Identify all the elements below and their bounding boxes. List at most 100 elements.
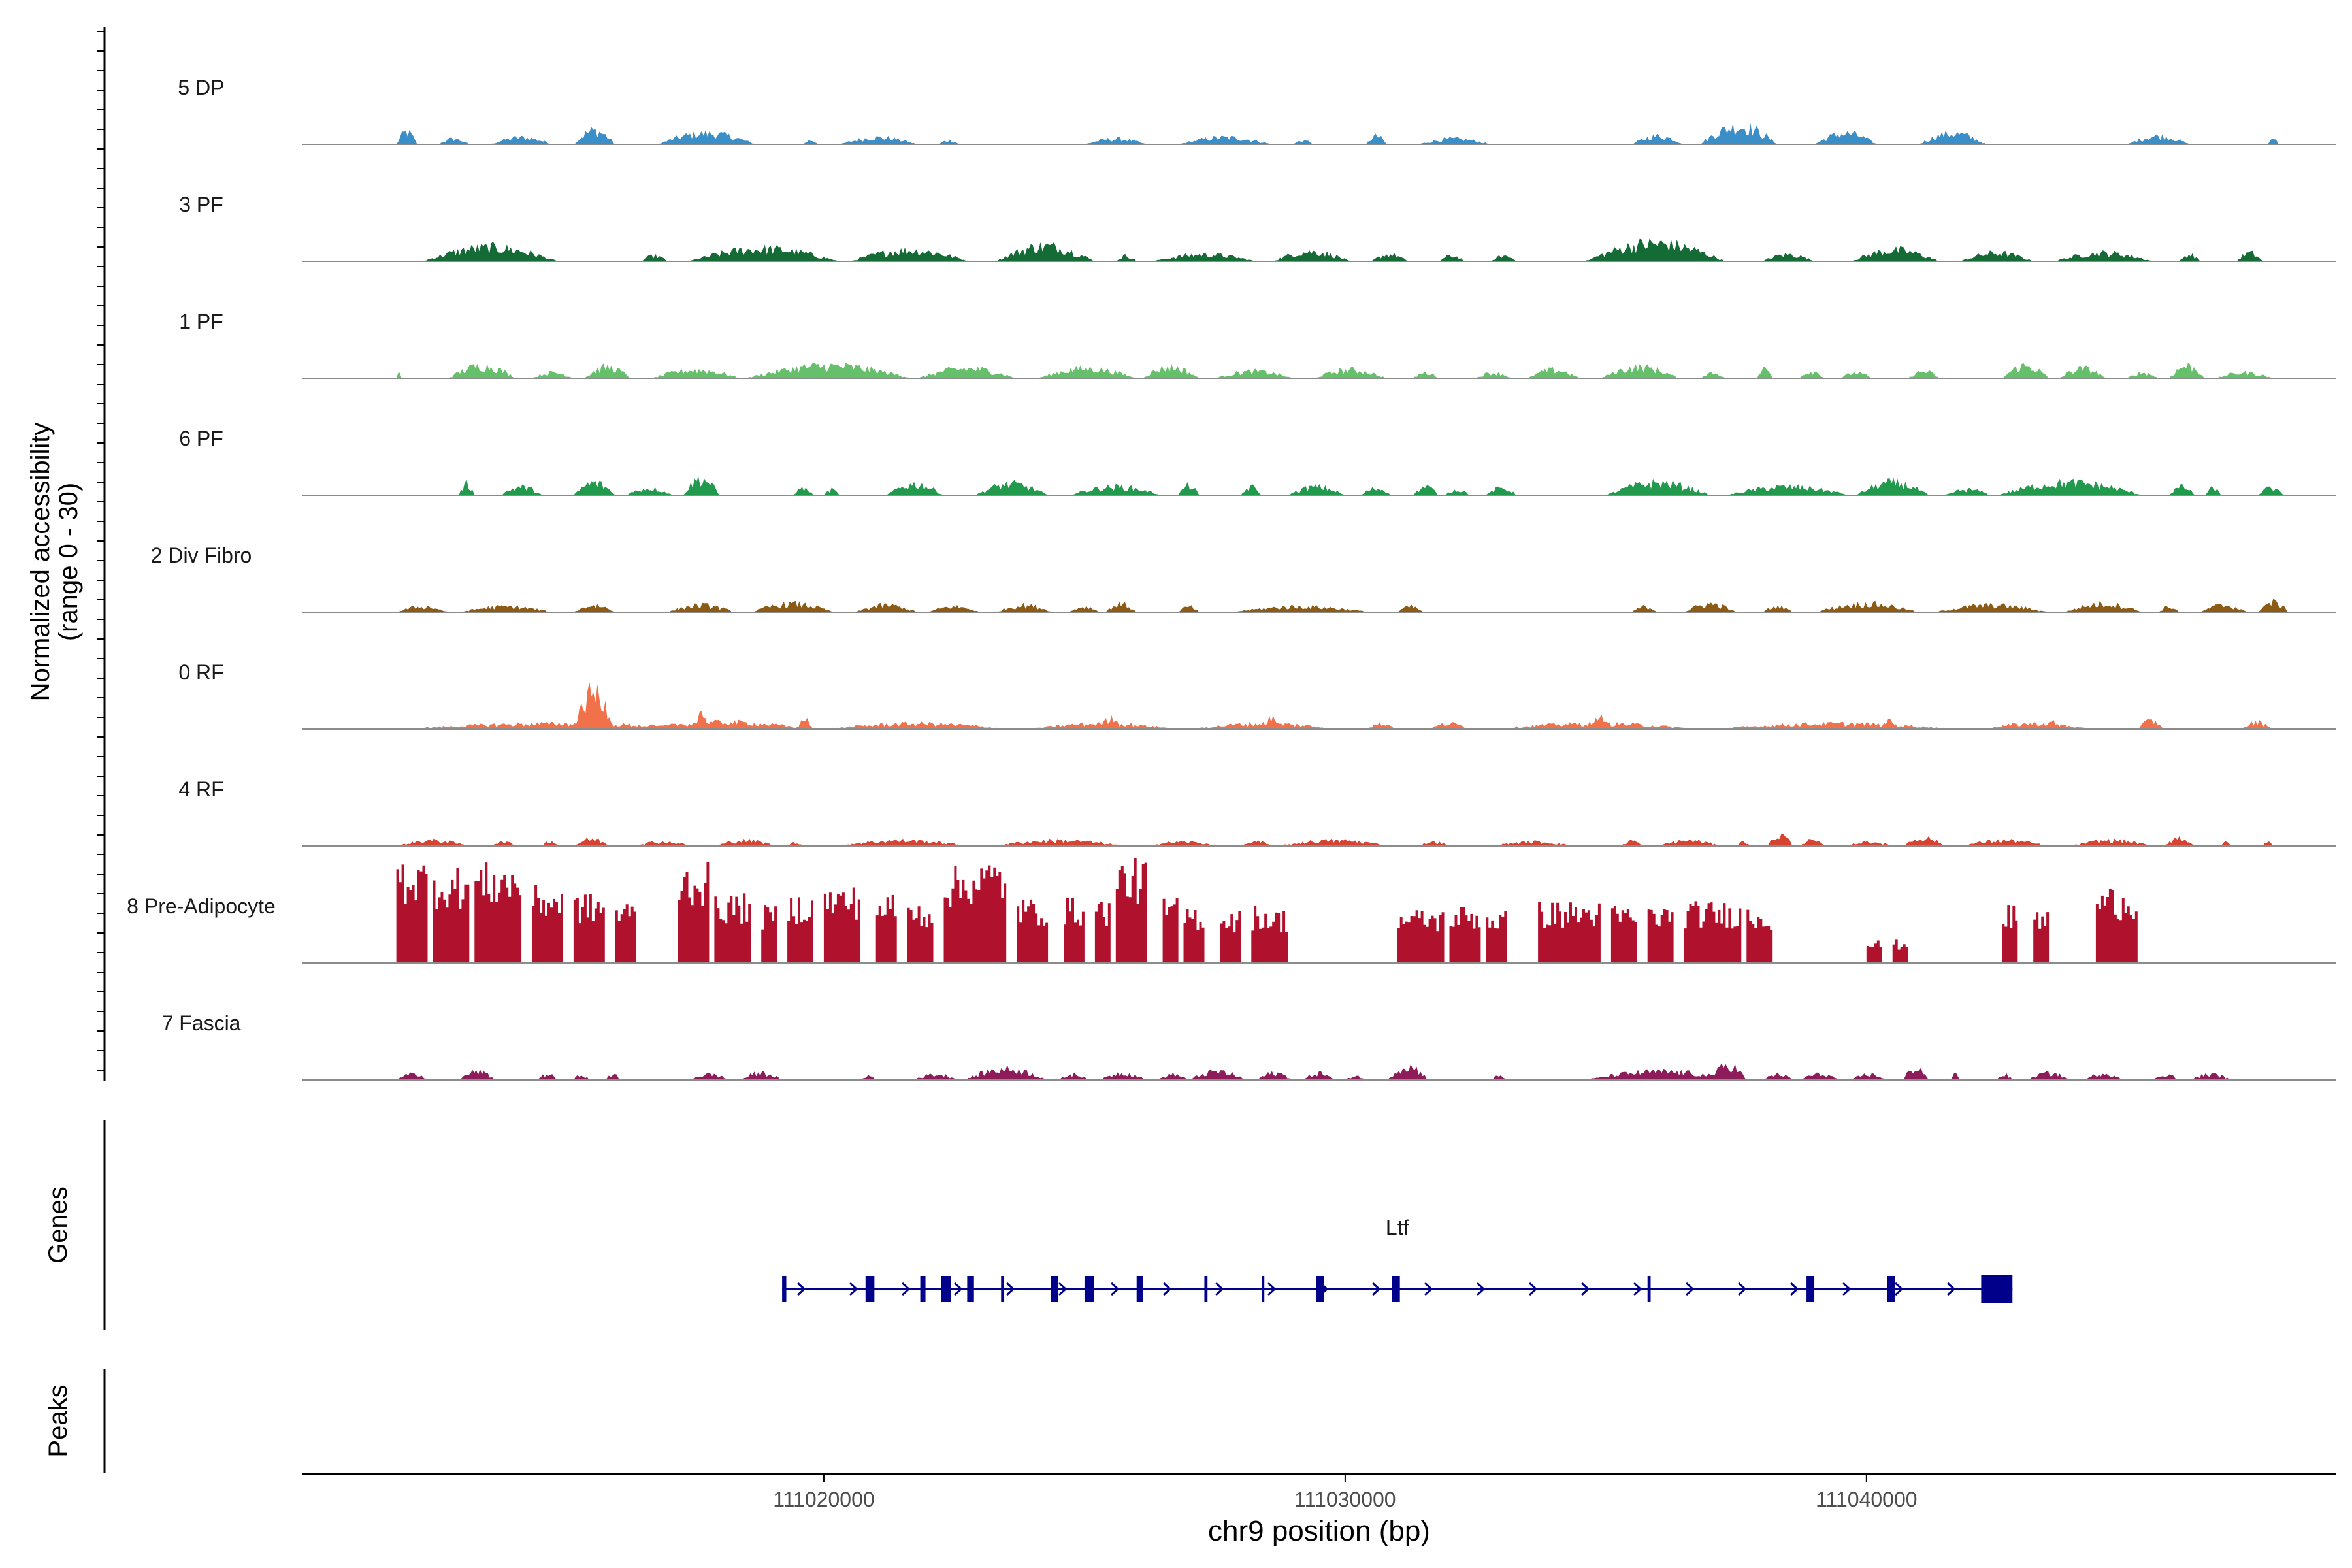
coverage-region: [834, 838, 970, 846]
coverage-region: [688, 244, 840, 261]
coverage-region: [1397, 910, 1445, 963]
strand-arrow: [954, 1282, 963, 1296]
coverage-region: [396, 129, 417, 144]
coverage-region: [803, 140, 819, 144]
coverage-region: [2163, 836, 2195, 846]
coverage-region: [1277, 838, 1392, 846]
coverage-region: [787, 897, 813, 963]
coverage-region: [1303, 1071, 1335, 1080]
coverage-region: [678, 862, 710, 963]
coverage-region: [990, 838, 1126, 846]
x-tick-label: 111040000: [1816, 1488, 1917, 1511]
strand-arrow: [849, 1282, 858, 1296]
coverage-region: [2158, 605, 2180, 612]
gene-exon: [1262, 1276, 1265, 1302]
coverage-region: [761, 905, 777, 963]
coverage-region: [490, 135, 553, 144]
coverage-region: [688, 1072, 730, 1080]
coverage-region: [1100, 1072, 1147, 1080]
gene-exon: [1204, 1276, 1208, 1302]
coverage-region: [1631, 604, 1658, 612]
coverage-region: [573, 682, 615, 729]
coverage-region: [1069, 606, 1100, 612]
coverage-region: [1710, 721, 1961, 729]
coverage-region: [1017, 899, 1049, 963]
coverage-region: [2268, 139, 2279, 144]
coverage-region: [2257, 486, 2284, 495]
coverage-region: [849, 247, 970, 261]
coverage-region: [459, 480, 475, 495]
x-tick-label: 111020000: [773, 1488, 874, 1511]
coverage-region: [823, 721, 1012, 729]
x-tick-label: 111030000: [1294, 1488, 1396, 1511]
coverage-region: [1475, 372, 1512, 378]
track-2-div-fibro: 2 Div Fibro: [151, 544, 2336, 613]
genes-track-label: Genes: [44, 1186, 73, 1264]
coverage-region: [2085, 1073, 2122, 1080]
coverage-region: [2205, 486, 2221, 495]
coverage-region: [1840, 371, 1872, 378]
coverage-region: [798, 717, 813, 729]
coverage-region: [975, 480, 1049, 495]
coverage-region: [1162, 898, 1179, 963]
coverage-region: [1256, 1071, 1294, 1080]
coverage-region: [1178, 482, 1200, 495]
coverage-region: [396, 1072, 428, 1080]
strand-arrow: [1686, 1282, 1695, 1296]
coverage-region: [396, 864, 428, 963]
coverage-region: [2059, 365, 2106, 378]
coverage-region: [459, 1069, 496, 1080]
coverage-region: [1413, 371, 1439, 378]
coverage-region: [1147, 841, 1220, 846]
strand-arrow: [1372, 1282, 1381, 1296]
coverage-region: [651, 368, 741, 378]
coverage-region: [1141, 364, 1200, 378]
coverage-region: [875, 894, 897, 963]
strand-arrow: [1947, 1282, 1956, 1296]
coverage-region: [490, 841, 517, 846]
coverage-region: [1386, 1064, 1429, 1080]
coverage-region: [1799, 1072, 1840, 1080]
coverage-region: [1293, 140, 1314, 144]
track-4-rf: 4 RF: [178, 777, 2336, 847]
track-label: 2 Div Fibro: [151, 544, 252, 567]
coverage-region: [500, 484, 543, 495]
coverage-region: [657, 130, 757, 144]
coverage-region: [996, 242, 1095, 261]
gene-exon: [782, 1276, 787, 1302]
strand-arrow: [1895, 1282, 1904, 1296]
coverage-region: [912, 1073, 960, 1080]
coverage-region: [1684, 901, 1742, 963]
coverage-region: [1241, 840, 1273, 846]
gene-track: Ltf: [782, 1216, 2013, 1303]
coverage-region: [886, 482, 944, 495]
track-8-pre-adipocyte: 8 Pre-Adipocyte: [127, 858, 2336, 964]
coverage-region: [1855, 478, 1929, 495]
coverage-region: [1762, 605, 1794, 612]
coverage-region: [1094, 902, 1111, 963]
coverage-region: [1288, 483, 1345, 495]
coverage-region: [1486, 486, 1518, 495]
coverage-region: [1850, 1073, 1887, 1080]
coverage-region: [2236, 250, 2263, 261]
coverage-region: [1152, 252, 1257, 261]
coverage-region: [1746, 909, 1773, 963]
coverage-region: [943, 866, 970, 963]
coverage-region: [2153, 1074, 2180, 1080]
coverage-region: [1585, 238, 1726, 261]
y-axis-title: Normalized accessibility: [26, 423, 55, 702]
coverage-region: [2044, 719, 2060, 729]
coverage-region: [2127, 134, 2190, 144]
strand-arrow: [1842, 1282, 1852, 1296]
coverage-region: [1814, 600, 1919, 612]
gene-name-label: Ltf: [1386, 1216, 1409, 1239]
track-1-pf: 1 PF: [179, 310, 2336, 379]
gene-exon: [1392, 1276, 1400, 1302]
coverage-region: [964, 1064, 1049, 1080]
coverage-region: [970, 865, 1007, 963]
gene-exon: [865, 1276, 875, 1302]
coverage-region: [1903, 1068, 1929, 1080]
coverage-region: [1850, 246, 1940, 261]
coverage-region: [1892, 939, 1908, 963]
coverage-region: [1757, 366, 1773, 378]
